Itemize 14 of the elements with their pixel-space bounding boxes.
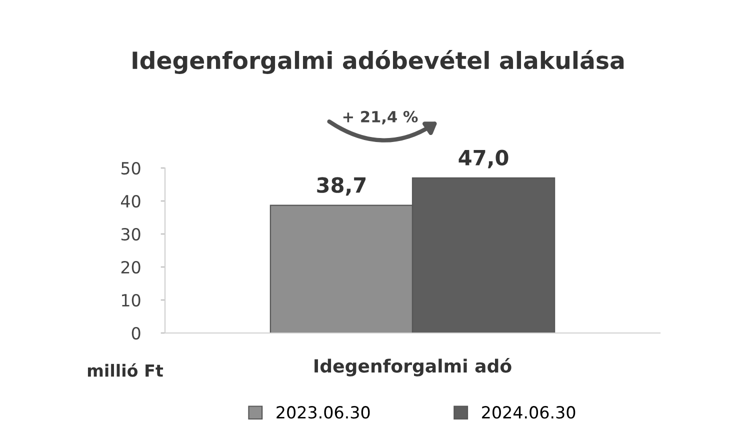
x-tick-label: Idegenforgalmi adó xyxy=(314,358,512,376)
chart-title: Idegenforgalmi adóbevétel alakulása xyxy=(132,50,624,74)
y-axis-title: millió Ft xyxy=(88,363,164,377)
y-tick-label: 0 xyxy=(132,326,140,340)
y-tick-label: 30 xyxy=(121,228,140,241)
legend-label: 2024.06.30 xyxy=(482,406,576,419)
text: 47,0 xyxy=(458,150,508,168)
y-tick-label: 40 xyxy=(120,194,140,208)
text: 38,7 xyxy=(317,177,366,196)
legend-label: 2023.06.30 xyxy=(276,406,370,419)
text: + 21,4 % xyxy=(343,110,418,124)
y-tick-label: 10 xyxy=(122,294,140,307)
y-tick-label: 20 xyxy=(121,260,140,274)
y-tick-label: 50 xyxy=(121,162,140,175)
